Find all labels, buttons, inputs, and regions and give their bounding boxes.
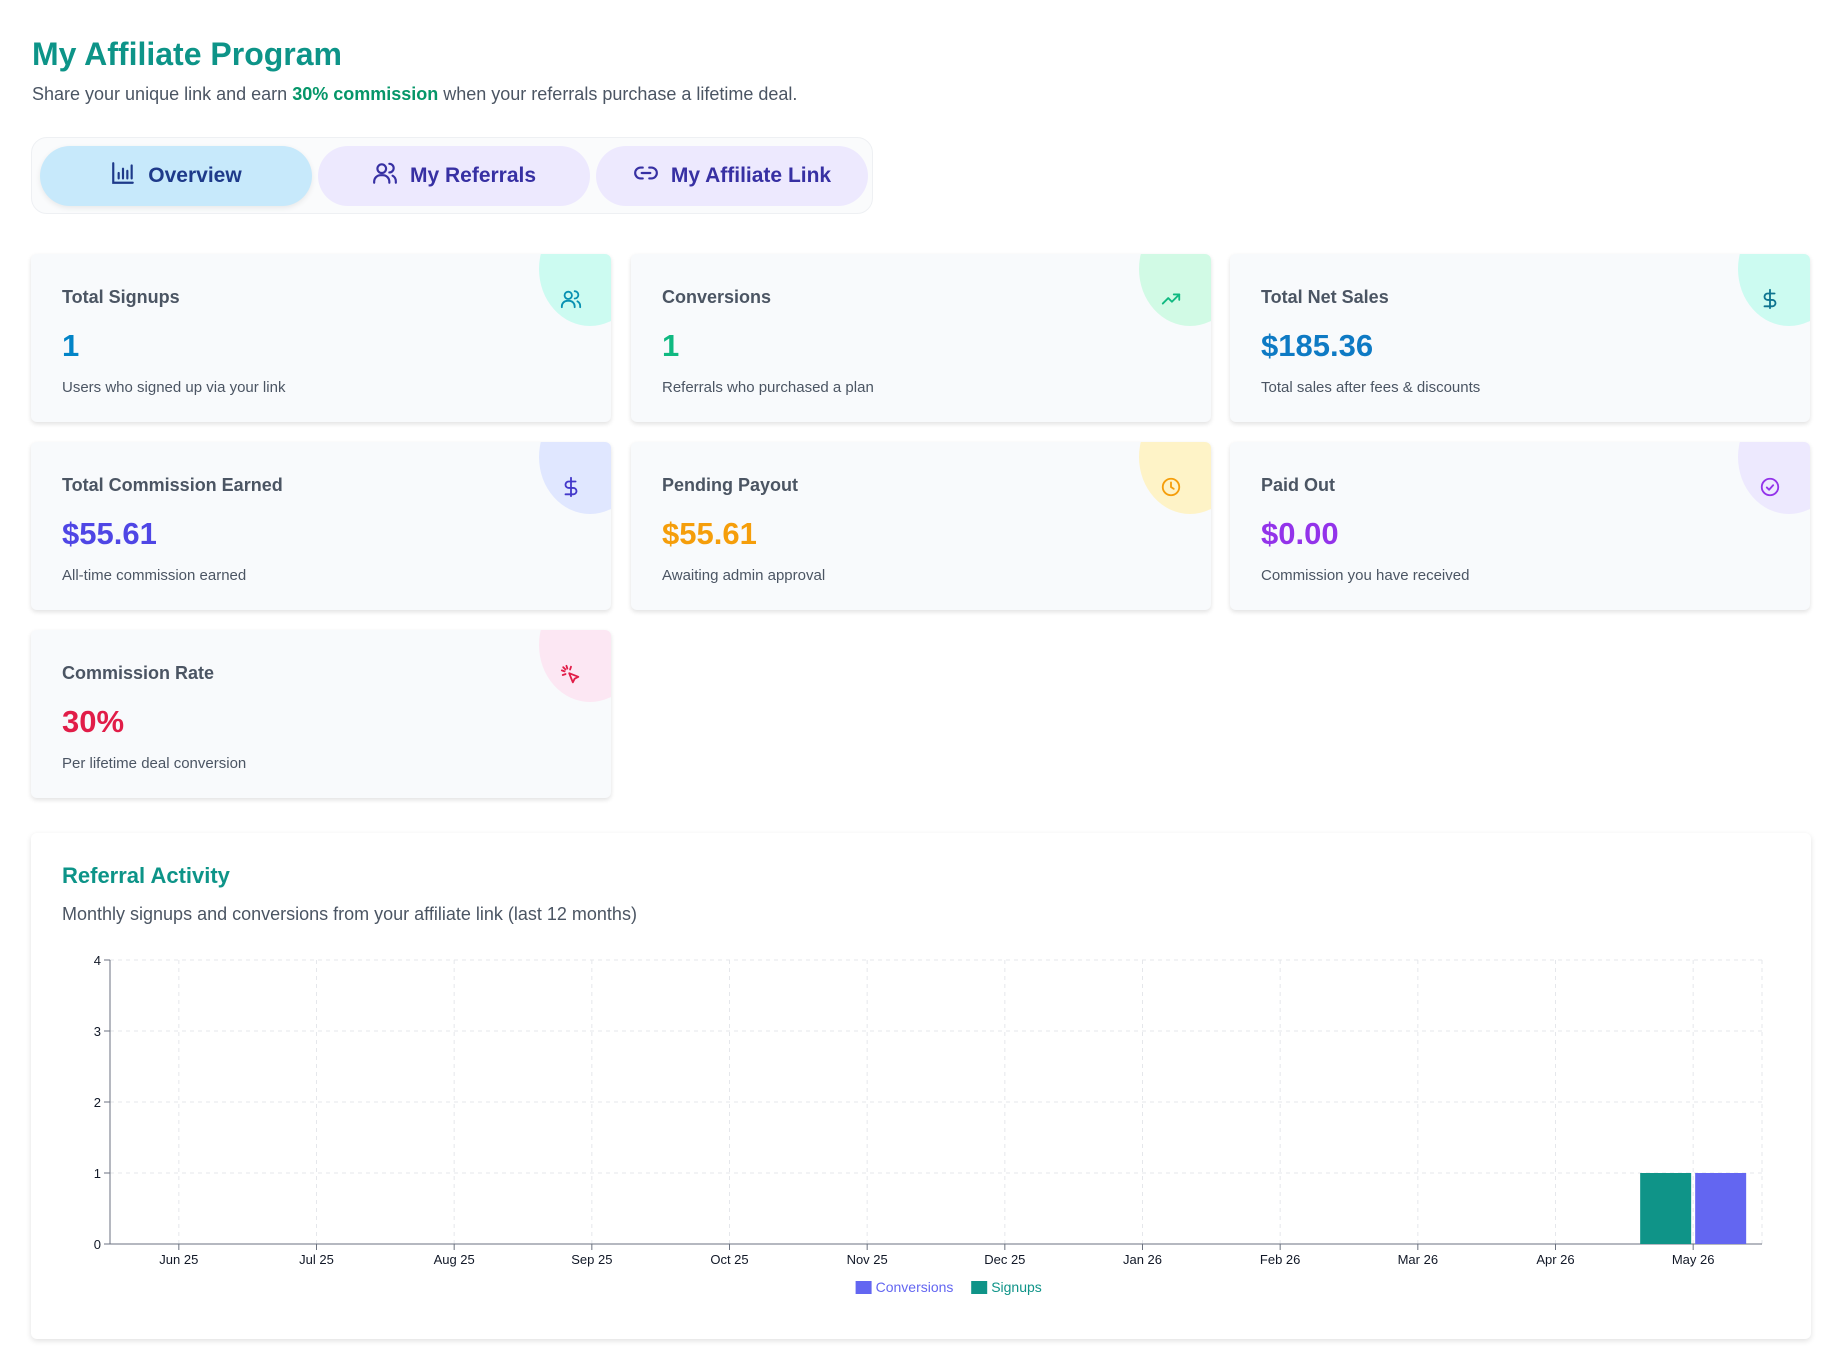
page-title: My Affiliate Program — [32, 36, 342, 72]
stat-label: Conversions — [662, 287, 772, 307]
stat-label: Pending Payout — [662, 475, 799, 495]
tab-label: Overview — [148, 164, 242, 187]
cursor-click-icon — [560, 664, 582, 686]
chart-subtitle: Monthly signups and conversions from you… — [62, 904, 637, 924]
x-tick-label: Mar 26 — [1398, 1252, 1438, 1267]
x-tick-label: Jul 25 — [299, 1252, 334, 1267]
subtitle-text-pre: Share your unique link and earn — [32, 84, 293, 104]
x-tick-label: Feb 26 — [1260, 1252, 1300, 1267]
stat-description: All-time commission earned — [62, 567, 247, 584]
y-tick-label: 1 — [94, 1166, 101, 1181]
users-icon — [372, 160, 398, 192]
x-tick-label: Oct 25 — [710, 1252, 748, 1267]
bar-chart-icon — [110, 160, 136, 192]
stat-description: Commission you have received — [1261, 567, 1470, 584]
x-tick-label: Sep 25 — [571, 1252, 612, 1267]
stat-value: $0.00 — [1261, 516, 1339, 551]
stat-description: Total sales after fees & discounts — [1261, 379, 1481, 396]
stat-label: Total Commission Earned — [62, 475, 283, 495]
dollar-icon — [560, 476, 582, 498]
legend-label: Signups — [991, 1279, 1042, 1295]
tab-label: My Affiliate Link — [670, 164, 832, 187]
y-tick-label: 0 — [94, 1237, 101, 1252]
x-tick-label: Apr 26 — [1536, 1252, 1574, 1267]
stat-card-commission-rate: Commission Rate 30% Per lifetime deal co… — [31, 630, 611, 798]
x-tick-label: Jun 25 — [159, 1252, 198, 1267]
tab-bar: Overview My Referrals My Affiliate Link — [31, 137, 873, 214]
stat-value: $55.61 — [662, 516, 757, 551]
check-circle-icon — [1759, 476, 1781, 498]
tab-label: My Referrals — [409, 164, 537, 187]
y-tick-label: 2 — [94, 1095, 101, 1110]
y-tick-label: 3 — [94, 1024, 101, 1039]
chart-title: Referral Activity — [62, 863, 230, 888]
referral-activity-chart: 0 1 2 3 4 Jun 25 Jul 25 Aug 25 Sep 25 Oct 25 Nov 2… — [94, 953, 1763, 1295]
clock-icon — [1160, 476, 1182, 498]
tab-my-referrals[interactable]: My Referrals — [318, 146, 590, 206]
subtitle-commission-highlight: 30% commission — [292, 84, 439, 104]
stat-card-total-signups: Total Signups 1 Users who signed up via … — [31, 254, 611, 422]
dollar-icon — [1759, 288, 1781, 310]
stat-card-total-net-sales: Total Net Sales $185.36 Total sales afte… — [1230, 254, 1810, 422]
stat-card-pending-payout: Pending Payout $55.61 Awaiting admin app… — [631, 442, 1211, 610]
x-tick-label: Dec 25 — [984, 1252, 1025, 1267]
stat-label: Commission Rate — [62, 663, 215, 683]
referral-activity-card: Referral Activity Monthly signups and co… — [31, 833, 1811, 1339]
stat-card-paid-out: Paid Out $0.00 Commission you have recei… — [1230, 442, 1810, 610]
stat-card-conversions: Conversions 1 Referrals who purchased a … — [631, 254, 1211, 422]
tab-overview[interactable]: Overview — [40, 146, 312, 206]
users-icon — [560, 288, 582, 310]
stat-label: Total Signups — [62, 287, 180, 307]
x-tick-label: Aug 25 — [434, 1252, 475, 1267]
stat-label: Paid Out — [1261, 475, 1336, 495]
trending-up-icon — [1160, 288, 1182, 310]
y-tick-label: 4 — [94, 953, 101, 968]
x-tick-label: Jan 26 — [1123, 1252, 1162, 1267]
subtitle-text-post: when your referrals purchase a lifetime … — [438, 84, 798, 104]
legend-swatch — [971, 1281, 988, 1294]
tab-my-affiliate-link[interactable]: My Affiliate Link — [596, 146, 868, 206]
stat-description: Referrals who purchased a plan — [662, 379, 874, 396]
stat-label: Total Net Sales — [1261, 287, 1389, 307]
stat-value: 1 — [62, 328, 80, 363]
stat-value: $55.61 — [62, 516, 157, 551]
bar-conversions — [1695, 1173, 1747, 1244]
stat-description: Users who signed up via your link — [62, 379, 286, 396]
stat-value: 30% — [62, 704, 125, 739]
stat-value: $185.36 — [1261, 328, 1374, 363]
legend-label: Conversions — [876, 1279, 954, 1295]
stat-value: 1 — [662, 328, 680, 363]
stat-card-total-commission-earned: Total Commission Earned $55.61 All-time … — [31, 442, 611, 610]
x-tick-label: Nov 25 — [847, 1252, 888, 1267]
link-icon — [633, 160, 659, 192]
x-tick-label: May 26 — [1672, 1252, 1715, 1267]
stat-description: Per lifetime deal conversion — [62, 755, 247, 772]
legend-swatch — [855, 1281, 872, 1294]
bar-signups — [1640, 1173, 1692, 1244]
page-subtitle: Share your unique link and earn 30% comm… — [32, 84, 797, 105]
stat-description: Awaiting admin approval — [662, 567, 826, 584]
